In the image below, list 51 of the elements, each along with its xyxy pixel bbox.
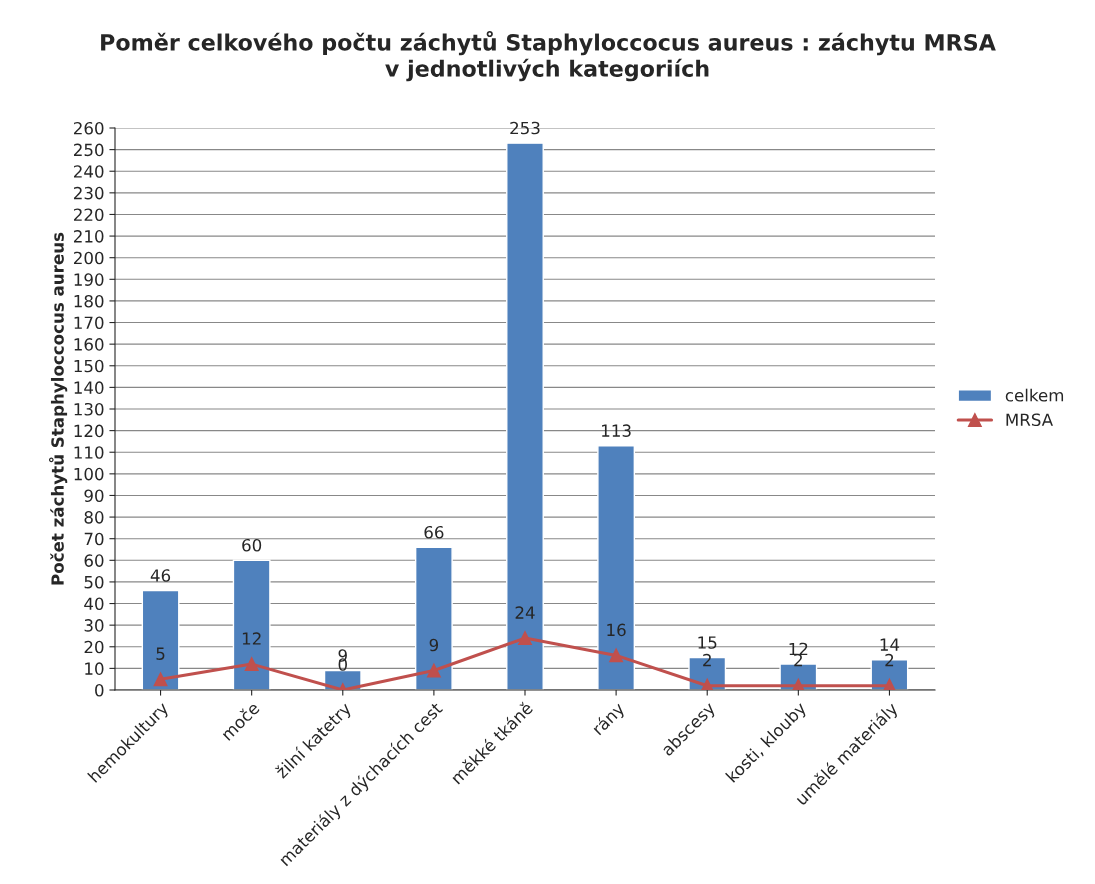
y-tick-label: 60 (84, 554, 104, 567)
y-tick-label: 120 (74, 424, 104, 438)
data-label: 24 (515, 606, 535, 619)
y-tick-label: 30 (84, 619, 104, 632)
y-axis-title: Počet záchytů Staphyloccocus aureus (48, 232, 68, 585)
bar (506, 142, 544, 690)
data-label: 2 (885, 653, 894, 667)
y-tick-label: 200 (73, 251, 104, 265)
y-tick-label: 130 (74, 402, 104, 416)
data-label: 14 (880, 638, 900, 651)
data-label: 12 (789, 642, 808, 656)
y-tick-label: 180 (74, 294, 104, 308)
y-tick-label: 20 (84, 640, 104, 654)
y-tick-label: 240 (73, 165, 104, 178)
data-label: 253 (510, 121, 540, 135)
y-tick-label: 230 (73, 186, 104, 200)
y-tick-label: 50 (84, 575, 104, 589)
data-label: 46 (150, 569, 171, 582)
y-tick-label: 260 (73, 121, 104, 135)
data-label: 113 (602, 424, 631, 437)
bar (597, 445, 636, 690)
legend-label: celkem (1005, 388, 1064, 402)
y-tick-label: 80 (84, 511, 104, 524)
y-tick-label: 150 (74, 359, 104, 373)
data-label: 16 (607, 623, 626, 637)
y-tick-label: 0 (95, 683, 104, 697)
y-tick-label: 70 (84, 532, 104, 546)
y-tick-label: 210 (73, 230, 104, 243)
data-label: 5 (156, 647, 165, 660)
bar (414, 546, 453, 690)
y-tick-label: 10 (85, 662, 104, 675)
y-tick-label: 100 (74, 467, 104, 481)
y-tick-label: 250 (73, 143, 104, 157)
chart-title: Poměr celkového počtu záchytů Staphyloccocus aureus : záchytu MRSA v jednotlivých kategoriích (101, 30, 996, 82)
data-label: 60 (242, 538, 262, 552)
y-tick-label: 90 (84, 489, 104, 503)
data-label: 15 (698, 636, 717, 649)
legend-label: MRSA (1006, 413, 1053, 427)
y-tick-label: 170 (74, 316, 104, 330)
y-tick-label: 190 (74, 273, 104, 286)
bar (141, 589, 180, 690)
y-tick-label: 140 (74, 381, 104, 394)
y-tick-label: 220 (73, 208, 104, 222)
data-label: 66 (424, 525, 444, 539)
y-tick-label: 110 (74, 446, 104, 459)
y-tick-label: 40 (84, 597, 104, 611)
data-label: 2 (794, 653, 802, 667)
data-label: 12 (242, 632, 261, 645)
y-tick-label: 160 (74, 338, 104, 351)
data-label: 9 (429, 638, 439, 652)
bar (232, 559, 271, 690)
